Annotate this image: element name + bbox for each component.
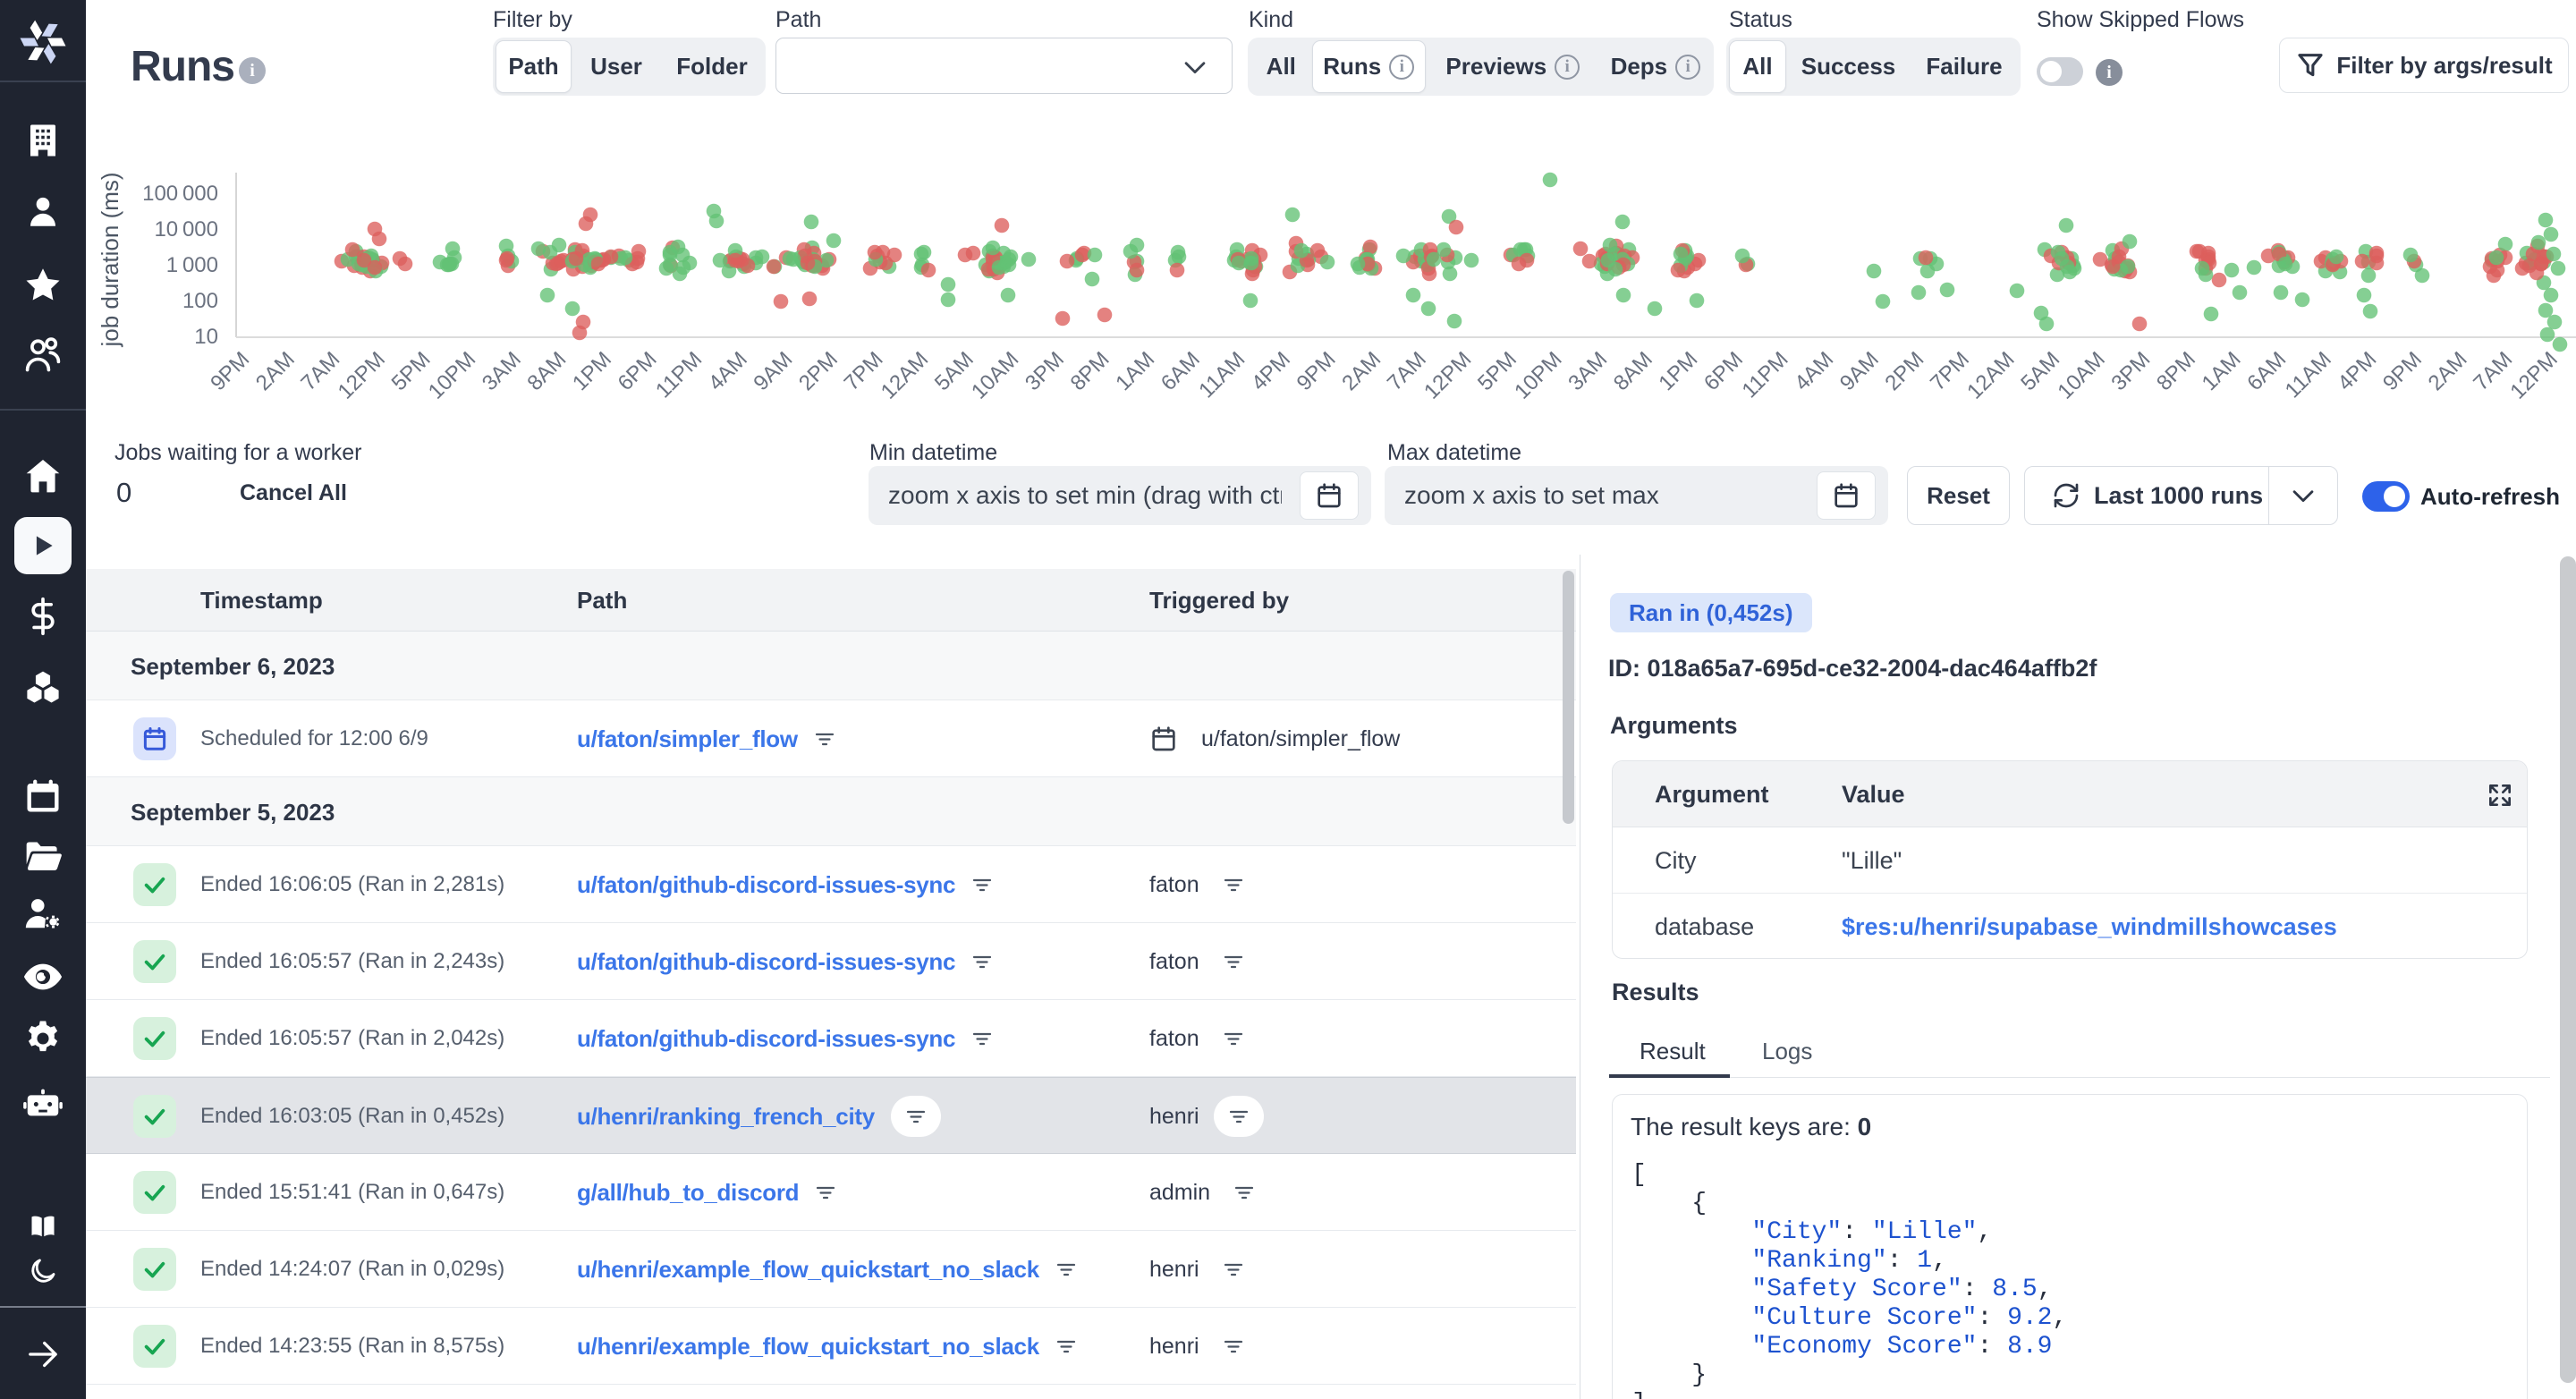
svg-text:100: 100 [182,289,218,313]
svg-text:12AM: 12AM [1962,347,2019,403]
svg-text:10: 10 [194,325,218,349]
svg-text:9PM: 9PM [2378,347,2427,395]
svg-text:1PM: 1PM [1654,347,1702,395]
svg-text:10AM: 10AM [967,347,1023,403]
svg-text:3AM: 3AM [478,347,526,395]
svg-text:12PM: 12PM [334,347,390,403]
svg-text:9PM: 9PM [1292,347,1341,395]
svg-text:10PM: 10PM [424,347,480,403]
svg-text:8AM: 8AM [1609,347,1657,395]
svg-text:9AM: 9AM [1835,347,1884,395]
svg-text:4AM: 4AM [1790,347,1838,395]
svg-text:1AM: 1AM [1111,347,1159,395]
svg-text:2PM: 2PM [794,347,843,395]
svg-text:2AM: 2AM [1337,347,1385,395]
svg-text:1AM: 1AM [2198,347,2246,395]
svg-text:1PM: 1PM [568,347,616,395]
svg-text:8AM: 8AM [522,347,571,395]
svg-text:3AM: 3AM [1563,347,1612,395]
svg-text:4AM: 4AM [704,347,752,395]
svg-text:job duration (ms): job duration (ms) [97,172,123,347]
svg-text:2AM: 2AM [2424,347,2472,395]
svg-text:12PM: 12PM [2505,347,2562,403]
svg-text:100 000: 100 000 [142,182,218,206]
svg-text:10AM: 10AM [2053,347,2109,403]
svg-text:11PM: 11PM [1737,347,1792,403]
svg-text:2PM: 2PM [1880,347,1928,395]
svg-text:9PM: 9PM [206,347,254,395]
svg-text:3PM: 3PM [1021,347,1069,395]
svg-text:3PM: 3PM [2106,347,2155,395]
svg-text:4PM: 4PM [1247,347,1295,395]
svg-text:11PM: 11PM [651,347,707,403]
svg-text:11AM: 11AM [2281,347,2336,403]
svg-text:1 000: 1 000 [166,253,218,277]
svg-text:10 000: 10 000 [154,217,218,242]
svg-text:8PM: 8PM [1066,347,1114,395]
svg-text:8PM: 8PM [2152,347,2200,395]
svg-text:4PM: 4PM [2333,347,2381,395]
svg-text:10PM: 10PM [1510,347,1566,403]
svg-text:11AM: 11AM [1194,347,1250,403]
svg-text:2AM: 2AM [251,347,300,395]
svg-text:12AM: 12AM [877,347,933,403]
svg-text:9AM: 9AM [749,347,797,395]
svg-text:12PM: 12PM [1419,347,1476,403]
